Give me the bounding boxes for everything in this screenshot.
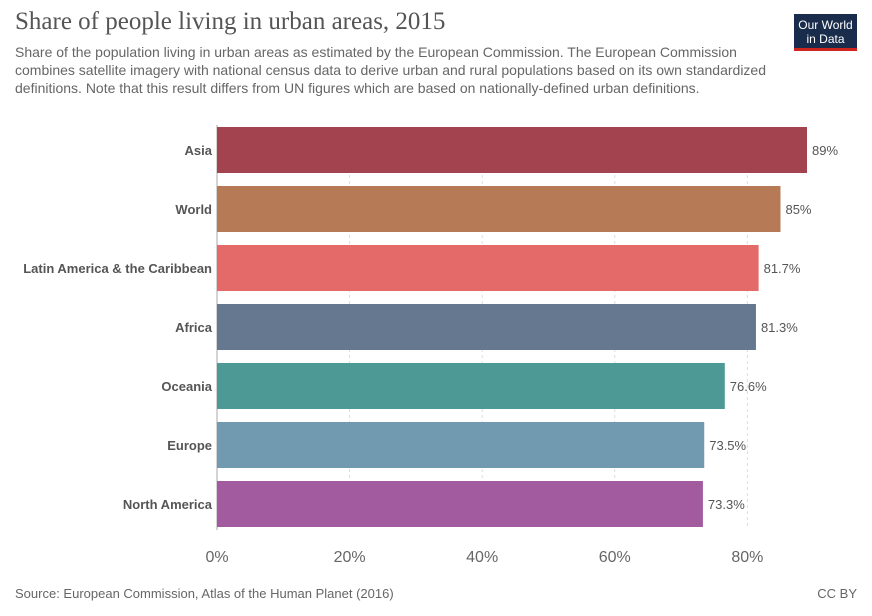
source-note: Source: European Commission, Atlas of th… xyxy=(15,586,394,601)
bar xyxy=(217,481,703,527)
logo-line-1: Our World xyxy=(798,18,853,32)
category-label: Latin America & the Caribbean xyxy=(23,261,212,276)
value-label: 73.3% xyxy=(708,497,745,512)
category-label: Oceania xyxy=(161,379,212,394)
value-label: 85% xyxy=(785,202,811,217)
category-label: Europe xyxy=(167,438,212,453)
x-tick-label: 20% xyxy=(334,549,366,566)
x-tick-label: 40% xyxy=(466,549,498,566)
category-label: World xyxy=(175,202,212,217)
x-tick-label: 0% xyxy=(205,549,228,566)
chart-subtitle: Share of the population living in urban … xyxy=(15,44,767,96)
value-label: 73.5% xyxy=(709,438,746,453)
logo-line-2: in Data xyxy=(806,32,845,46)
value-label: 81.3% xyxy=(761,320,798,335)
value-label: 89% xyxy=(812,143,838,158)
license-label[interactable]: CC BY xyxy=(817,586,857,601)
bar xyxy=(217,245,759,291)
bar xyxy=(217,304,756,350)
value-label: 81.7% xyxy=(764,261,801,276)
bar xyxy=(217,422,705,468)
our-world-in-data-logo[interactable]: Our World in Data xyxy=(794,14,857,51)
bar xyxy=(217,186,781,232)
x-tick-label: 80% xyxy=(731,549,763,566)
x-tick-label: 60% xyxy=(599,549,631,566)
category-label: Africa xyxy=(175,320,213,335)
chart-title: Share of people living in urban areas, 2… xyxy=(15,8,446,35)
bar xyxy=(217,127,807,173)
bar xyxy=(217,363,725,409)
category-label: North America xyxy=(123,497,213,512)
category-label: Asia xyxy=(185,143,213,158)
bar-chart: 0% 20% 40% 60% 80% Asia 89% World 85% Latin Ameri… xyxy=(23,125,838,566)
value-label: 76.6% xyxy=(730,379,767,394)
